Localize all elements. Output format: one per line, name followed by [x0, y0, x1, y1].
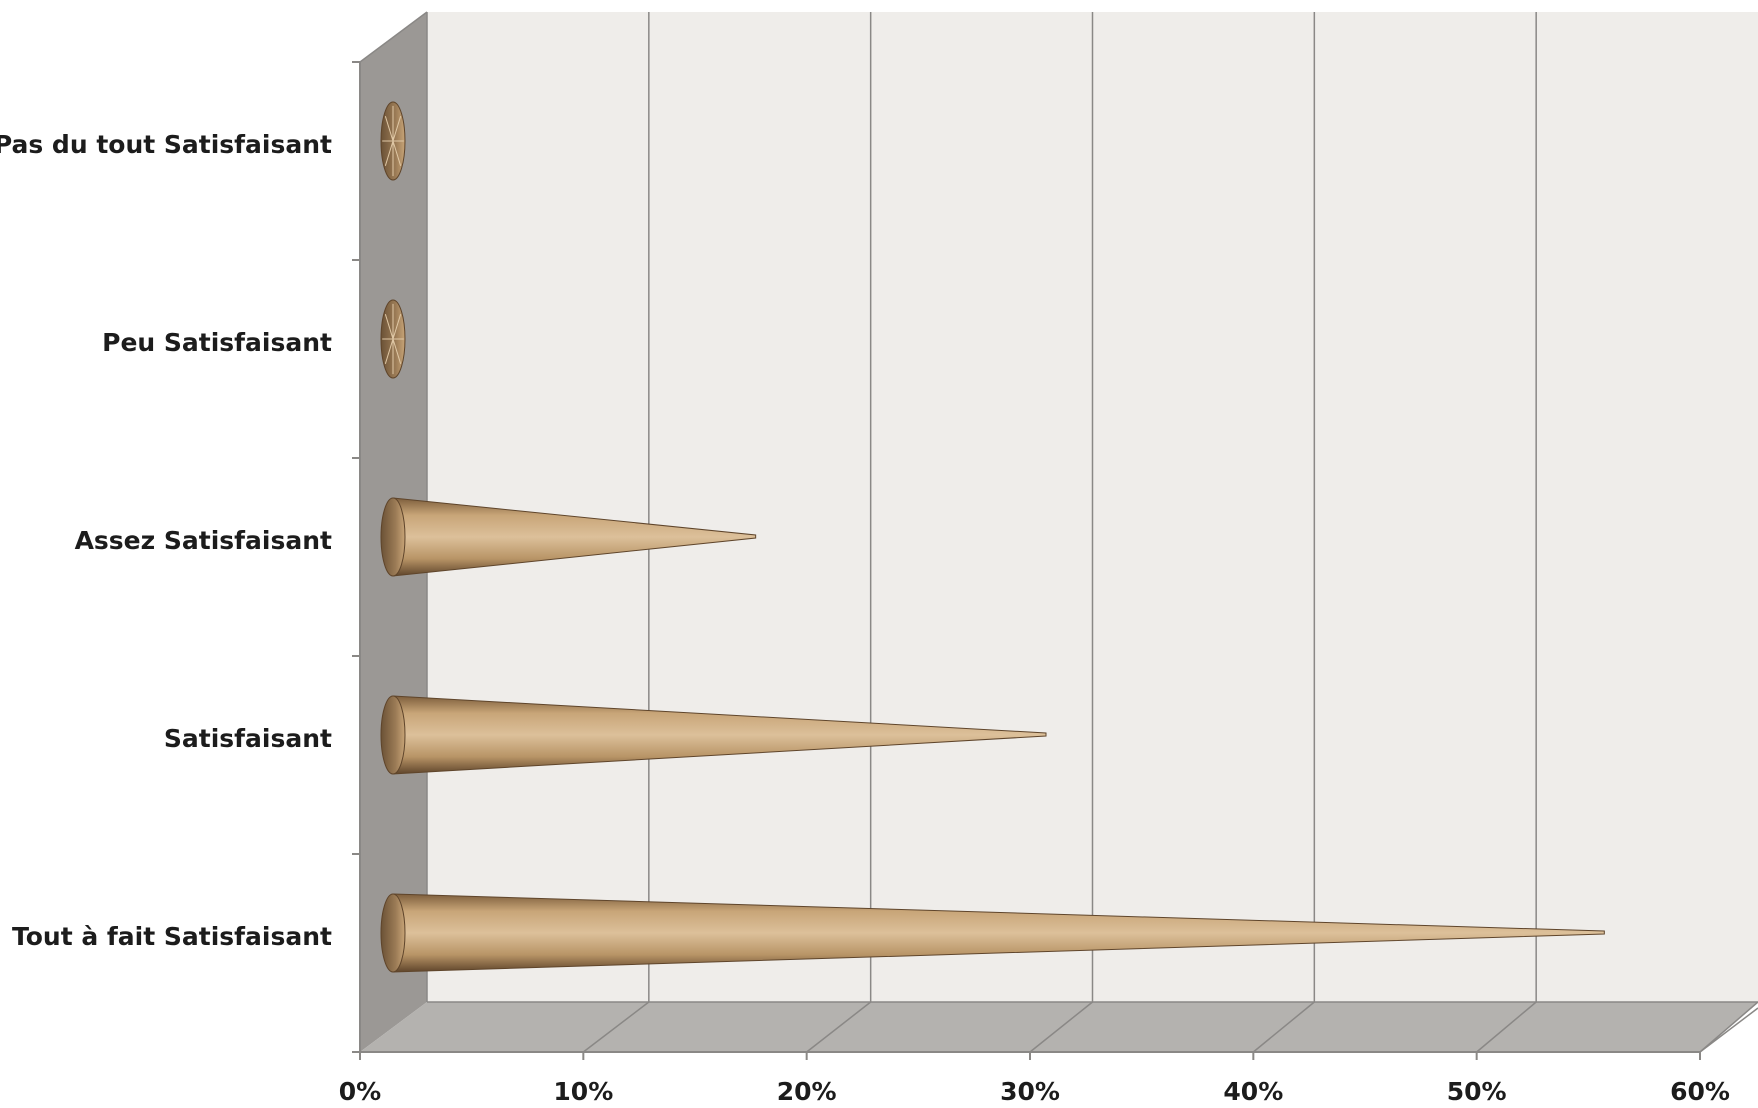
cone-base-rib-1-1: [392, 338, 402, 364]
cone-base-4: [380, 893, 406, 973]
category-label-2: Assez Satisfaisant: [75, 526, 332, 555]
cone-base-rib-0-3: [384, 140, 394, 166]
cone-bar-0: [380, 101, 406, 181]
x-tick-label-2: 20%: [777, 1077, 837, 1106]
cone-layer: [380, 101, 1605, 973]
x-tick-label-0: 0%: [339, 1077, 381, 1106]
category-label-4: Tout à fait Satisfaisant: [12, 922, 332, 951]
tick-layer: 0% 10% 20% 30% 40% 50% 60%: [339, 1077, 1730, 1106]
cone-base-rib-1-3: [384, 338, 394, 364]
floor-gridline-5: [1476, 1001, 1537, 1053]
floor-gridline-4: [1252, 1001, 1315, 1053]
cone-base-rib-1-5: [384, 314, 394, 340]
floor-gridline-1: [582, 1001, 650, 1053]
floor: [360, 1002, 1758, 1052]
grid-layer: [582, 12, 1758, 1053]
wall-edge-top: [359, 11, 428, 63]
axis-layer: [352, 11, 1758, 1060]
cone-base-rib-0-5: [384, 116, 394, 142]
floor-gridline-2: [806, 1001, 872, 1053]
cone-base-2: [380, 497, 406, 577]
floor-edge-right: [1699, 1007, 1758, 1053]
cone-bar-3: [380, 695, 1047, 775]
floor-gridline-6: [1699, 1001, 1758, 1053]
floor-gridline-3: [1029, 1001, 1093, 1053]
x-tick-label-3: 30%: [1000, 1077, 1060, 1106]
cone-bar-2: [380, 497, 757, 577]
x-tick-label-1: 10%: [553, 1077, 613, 1106]
cone-base-rib-0-1: [392, 140, 402, 166]
x-tick-label-6: 60%: [1670, 1077, 1730, 1106]
cone-base-3: [380, 695, 406, 775]
cone-base-rib-0-7: [392, 116, 402, 142]
cone-bar-4: [380, 893, 1605, 973]
category-label-0: Pas du tout Satisfaisant: [0, 130, 332, 159]
cone-bar-1: [380, 299, 406, 379]
x-tick-label-5: 50%: [1447, 1077, 1507, 1106]
label-layer: Pas du tout Satisfaisant Peu Satisfaisant…: [0, 130, 332, 951]
category-label-3: Satisfaisant: [164, 724, 332, 753]
cone-base-rib-1-7: [392, 314, 402, 340]
x-tick-label-4: 40%: [1223, 1077, 1283, 1106]
category-label-1: Peu Satisfaisant: [102, 328, 332, 357]
